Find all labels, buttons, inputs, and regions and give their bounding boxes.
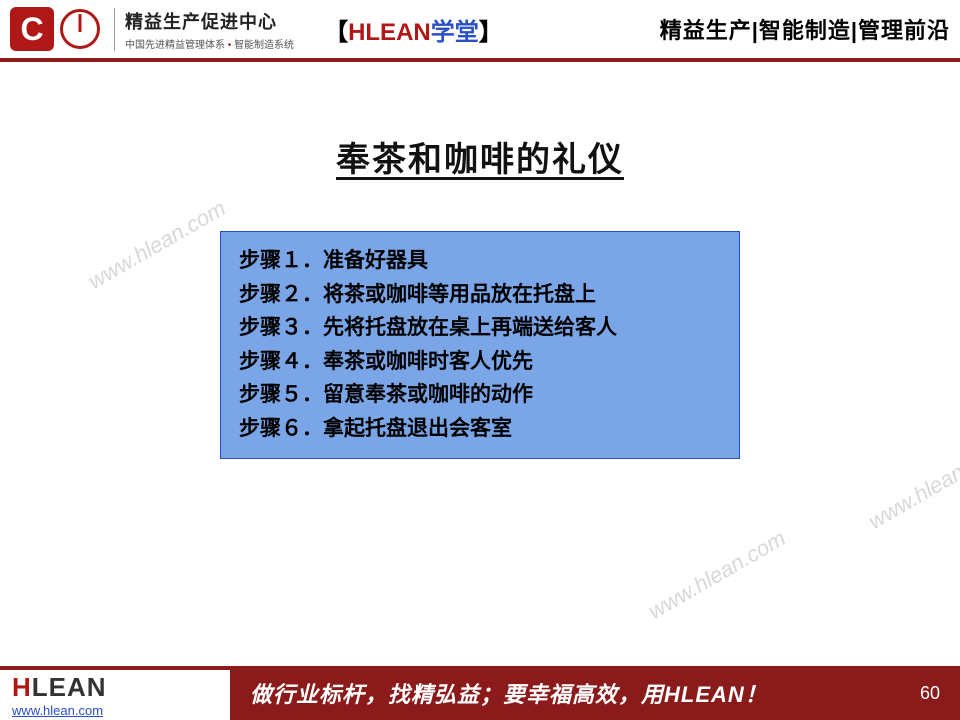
logo-circle-icon bbox=[60, 9, 100, 49]
header: C 精益生产促进中心 中国先进精益管理体系 • 智能制造系统 【HLEAN学堂】… bbox=[0, 0, 960, 62]
slide-title: 奉茶和咖啡的礼仪 bbox=[0, 132, 960, 181]
org-title: 精益生产促进中心 bbox=[125, 8, 294, 34]
watermark: www.hlean.com bbox=[644, 525, 790, 625]
step-line: 步骤６．拿起托盘退出会客室 bbox=[239, 412, 721, 446]
footer-url: www.hlean.com bbox=[12, 703, 218, 718]
step-line: 步骤１．准备好器具 bbox=[239, 244, 721, 278]
logo-area: C 精益生产促进中心 中国先进精益管理体系 • 智能制造系统 bbox=[10, 7, 294, 51]
watermark: www.hlean.com bbox=[84, 195, 230, 295]
content-box: 步骤１．准备好器具 步骤２．将茶或咖啡等用品放在托盘上 步骤３．先将托盘放在桌上… bbox=[220, 231, 740, 459]
header-tags: 精益生产|智能制造|管理前沿 bbox=[660, 13, 950, 45]
step-line: 步骤２．将茶或咖啡等用品放在托盘上 bbox=[239, 278, 721, 312]
footer-logo: HLEAN bbox=[12, 672, 218, 703]
step-line: 步骤４．奉茶或咖啡时客人优先 bbox=[239, 345, 721, 379]
footer-bar: 做行业标杆，找精弘益；要幸福高效，用HLEAN！ 60 bbox=[230, 666, 960, 720]
watermark: www.hlean.com bbox=[864, 435, 960, 535]
footer: HLEAN www.hlean.com 做行业标杆，找精弘益；要幸福高效，用HL… bbox=[0, 666, 960, 720]
org-subtitle: 中国先进精益管理体系 • 智能制造系统 bbox=[125, 36, 294, 51]
footer-slogan: 做行业标杆，找精弘益；要幸福高效，用HLEAN！ bbox=[250, 677, 768, 709]
slide-body: www.hlean.com www.hlean.com www.hlean.co… bbox=[0, 132, 960, 712]
step-line: 步骤３．先将托盘放在桌上再端送给客人 bbox=[239, 311, 721, 345]
page-number: 60 bbox=[920, 683, 940, 704]
footer-left: HLEAN www.hlean.com bbox=[0, 666, 230, 720]
step-line: 步骤５．留意奉茶或咖啡的动作 bbox=[239, 378, 721, 412]
brand-label: 【HLEAN学堂】 bbox=[324, 12, 503, 47]
org-text: 精益生产促进中心 中国先进精益管理体系 • 智能制造系统 bbox=[114, 8, 294, 51]
logo-c-icon: C bbox=[10, 7, 54, 51]
